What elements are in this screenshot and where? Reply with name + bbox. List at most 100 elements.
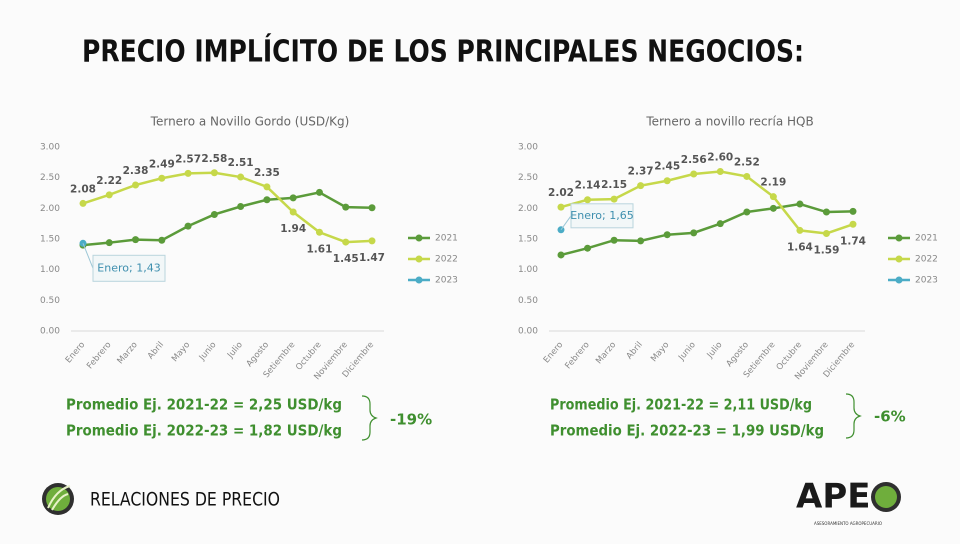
value-label: 1.64	[787, 241, 813, 253]
value-label: 2.08	[70, 183, 96, 195]
point	[637, 237, 645, 245]
legend-marker	[415, 255, 423, 263]
y-tick-label: 2.00	[40, 204, 60, 214]
value-label: 2.51	[228, 157, 254, 169]
point	[263, 196, 271, 204]
point	[158, 174, 166, 182]
legend-marker	[415, 276, 423, 284]
point	[158, 236, 166, 244]
logo-name: APE	[796, 477, 870, 517]
point	[368, 204, 376, 212]
point	[237, 173, 245, 181]
point	[663, 231, 671, 239]
annotation: Enero; 1,65	[570, 209, 633, 222]
point	[368, 237, 376, 245]
value-label: 2.02	[548, 187, 574, 199]
annotation-box	[92, 254, 166, 282]
point	[584, 196, 592, 204]
y-tick-label: 2.50	[40, 173, 60, 183]
annotation-leader	[560, 215, 572, 231]
logo: APE ASESORAMIENTO AGROPECUARIO	[796, 477, 901, 526]
series-line	[82, 171, 373, 244]
annotation: Enero; 1,43	[97, 261, 160, 274]
annotation-box	[570, 203, 634, 229]
legend-marker	[895, 276, 903, 284]
brace	[845, 393, 862, 439]
point	[289, 208, 297, 216]
y-tick-label: 1.50	[40, 235, 60, 245]
legend-marker	[415, 234, 423, 242]
point	[690, 170, 698, 178]
legend-marker	[895, 234, 903, 242]
value-label: 1.47	[359, 252, 385, 264]
point	[105, 239, 113, 247]
series-line	[560, 170, 854, 235]
point	[132, 236, 140, 244]
point	[637, 182, 645, 190]
value-label: 2.14	[575, 180, 601, 192]
summary-line: Promedio Ej. 2021-22 = 2,11 USD/kg	[550, 396, 812, 414]
value-label: 2.15	[601, 179, 627, 191]
point	[184, 222, 192, 230]
legend-label: 2022	[435, 255, 458, 265]
point	[822, 208, 830, 216]
y-tick-label: 2.50	[518, 173, 538, 183]
summary-2: Promedio Ej. 2021-22 = 2,11 USD/kg Prome…	[550, 393, 906, 440]
y-tick-label: 1.50	[518, 235, 538, 245]
legend-label: 2023	[435, 276, 458, 286]
value-label: 2.22	[96, 175, 122, 187]
summary-change: -19%	[390, 411, 432, 429]
value-label: 2.35	[254, 167, 280, 179]
legend-label: 2021	[435, 234, 458, 244]
y-tick-label: 0.50	[40, 296, 60, 306]
point	[132, 181, 140, 189]
point	[584, 244, 592, 252]
point	[315, 188, 323, 196]
point	[610, 195, 618, 203]
point	[342, 203, 350, 211]
logo-inner	[875, 486, 897, 508]
point	[263, 183, 271, 191]
point	[849, 207, 857, 215]
point	[769, 193, 777, 201]
legend-label: 2021	[915, 234, 938, 244]
point	[184, 169, 192, 177]
value-label: 2.58	[201, 153, 227, 165]
value-label: 1.45	[333, 253, 359, 265]
point	[210, 210, 218, 218]
brace	[361, 395, 378, 441]
value-label: 2.56	[681, 154, 707, 166]
point	[716, 220, 724, 228]
summary-line: Promedio Ej. 2022-23 = 1,82 USD/kg	[66, 422, 342, 440]
y-tick-label: 1.00	[518, 265, 538, 275]
point	[315, 228, 323, 236]
summary-line: Promedio Ej. 2021-22 = 2,25 USD/kg	[66, 396, 342, 414]
value-label: 2.60	[707, 152, 733, 164]
y-tick-label: 2.00	[518, 204, 538, 214]
point	[716, 168, 724, 176]
point	[743, 208, 751, 216]
summary-change: -6%	[874, 408, 906, 426]
point	[557, 251, 565, 259]
value-label: 2.52	[734, 156, 760, 168]
point	[690, 229, 698, 237]
point	[105, 191, 113, 199]
point	[210, 169, 218, 177]
y-tick-label: 0.00	[40, 327, 60, 337]
chart-title: Ternero a novillo recría HQB	[645, 115, 813, 129]
point	[796, 226, 804, 234]
series-line	[560, 202, 854, 257]
value-label: 1.59	[813, 244, 839, 256]
point	[610, 236, 618, 244]
value-label: 2.37	[628, 166, 654, 178]
summary-line: Promedio Ej. 2022-23 = 1,99 USD/kg	[550, 422, 824, 440]
value-label: 2.49	[149, 158, 175, 170]
y-tick-label: 3.00	[40, 143, 60, 153]
value-label: 1.74	[840, 235, 866, 247]
value-label: 1.61	[306, 243, 332, 255]
legend-label: 2022	[915, 255, 938, 265]
point	[237, 202, 245, 210]
point	[743, 172, 751, 180]
value-label: 2.38	[123, 165, 149, 177]
